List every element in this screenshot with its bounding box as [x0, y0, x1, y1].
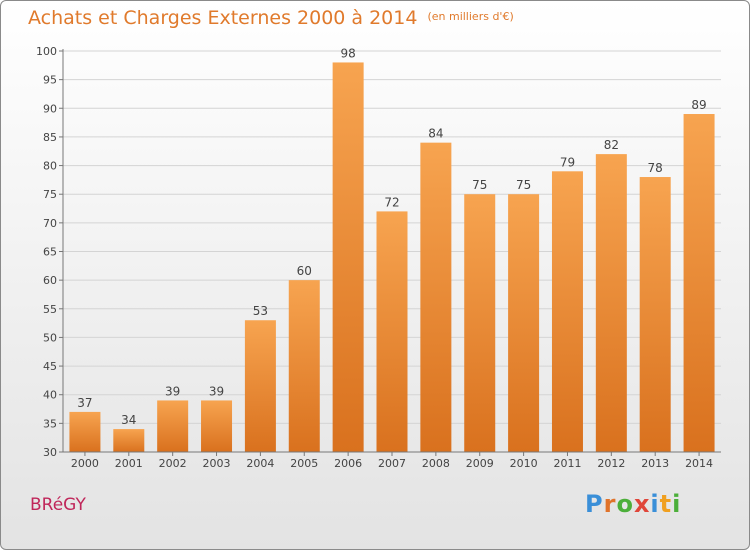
x-tick-label: 2004	[246, 457, 274, 470]
x-tick-label: 2013	[641, 457, 669, 470]
bar-value-label: 75	[472, 178, 487, 192]
logo-letter: x	[633, 490, 651, 518]
x-tick-label: 2011	[553, 457, 581, 470]
chart-unit: (en milliers d'€)	[427, 10, 514, 23]
y-tick-label: 65	[43, 246, 57, 259]
y-tick-label: 95	[43, 74, 57, 87]
x-tick-label: 2008	[422, 457, 450, 470]
bar	[332, 62, 364, 452]
bar-value-label: 78	[648, 161, 663, 175]
bar-value-label: 84	[428, 127, 443, 141]
bar	[69, 411, 101, 452]
bar-value-label: 53	[253, 304, 268, 318]
bar	[508, 194, 540, 452]
y-tick-label: 55	[43, 303, 57, 316]
bar	[288, 280, 320, 452]
logo-letter: i	[650, 490, 660, 518]
y-tick-label: 45	[43, 360, 57, 373]
y-tick-label: 75	[43, 188, 57, 201]
logo-letter: P	[585, 490, 604, 518]
bar-value-label: 82	[604, 138, 619, 152]
x-tick-label: 2012	[597, 457, 625, 470]
bar	[551, 171, 583, 453]
chart-title: Achats et Charges Externes 2000 à 2014 (e…	[28, 7, 514, 29]
bar-value-label: 98	[340, 46, 355, 60]
bar-value-label: 60	[297, 264, 312, 278]
y-tick-label: 90	[43, 102, 57, 115]
x-tick-label: 2000	[71, 457, 99, 470]
y-tick-label: 30	[43, 446, 57, 459]
chart-title-text: Achats et Charges Externes 2000 à 2014	[28, 7, 418, 29]
y-axis: 30 35 40 45 50 55 60 65 70 75 80 85 90 95 100	[36, 45, 64, 459]
commune-name: BRéGY	[30, 495, 86, 515]
x-tick-label: 2010	[510, 457, 538, 470]
x-tick-label: 2002	[159, 457, 187, 470]
bar-value-label: 75	[516, 178, 531, 192]
bar	[157, 400, 189, 452]
bar-value-label: 72	[384, 195, 399, 209]
proxiti-logo: Proxiti	[585, 490, 681, 518]
bar	[201, 400, 233, 452]
bar-value-label: 79	[560, 155, 575, 169]
x-tick-label: 2007	[378, 457, 406, 470]
x-tick-label: 2005	[290, 457, 318, 470]
y-tick-label: 40	[43, 389, 57, 402]
bar-value-label: 39	[165, 384, 180, 398]
logo-letter: t	[659, 490, 673, 518]
bars: 37 34 39 39 53 60 98 72 84 75 75 79 82 78 89	[69, 46, 715, 453]
bar-value-label: 37	[77, 396, 92, 410]
x-tick-label: 2009	[466, 457, 494, 470]
bar	[244, 320, 276, 452]
x-tick-label: 2006	[334, 457, 362, 470]
logo-letter: r	[603, 490, 617, 518]
logo-letter: o	[616, 490, 634, 518]
x-tick-label: 2001	[115, 457, 143, 470]
bar	[595, 154, 627, 452]
x-axis: 2000 2001 2002 2003 2004 2005 2006 2007 2008 2009…	[63, 451, 721, 470]
bar	[683, 114, 715, 452]
y-tick-label: 85	[43, 131, 57, 144]
bar	[113, 429, 145, 452]
bar	[639, 177, 671, 452]
x-tick-label: 2003	[203, 457, 231, 470]
y-tick-label: 80	[43, 160, 57, 173]
bar	[376, 211, 408, 452]
bar-value-label: 39	[209, 384, 224, 398]
bar	[464, 194, 496, 452]
y-tick-label: 50	[43, 331, 57, 344]
y-tick-label: 35	[43, 417, 57, 430]
bar-value-label: 34	[121, 413, 136, 427]
bar	[420, 142, 452, 452]
bar-value-label: 89	[691, 98, 706, 112]
y-tick-label: 100	[36, 45, 57, 58]
y-tick-label: 70	[43, 217, 57, 230]
x-tick-label: 2014	[685, 457, 713, 470]
y-tick-label: 60	[43, 274, 57, 287]
logo-letter: i	[672, 490, 682, 518]
